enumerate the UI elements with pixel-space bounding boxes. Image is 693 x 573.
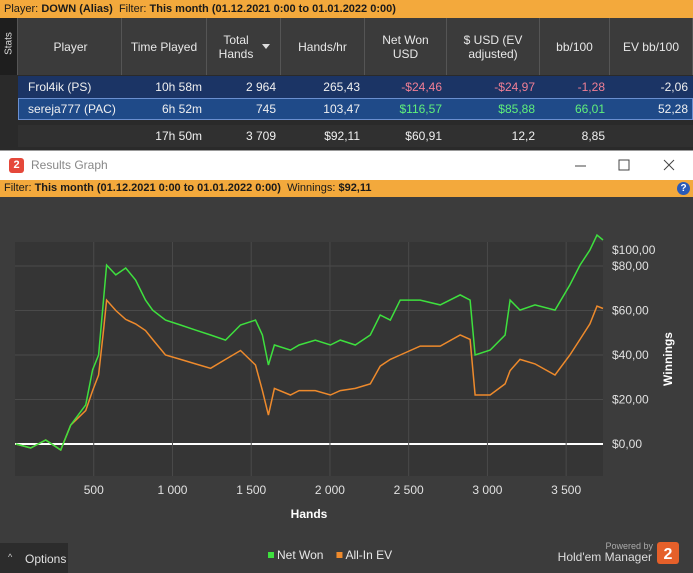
side-tab-label: Stats (3, 32, 15, 55)
x-axis-label: Hands (291, 507, 328, 521)
row[interactable] (18, 76, 693, 98)
column-header[interactable]: EV bb/100 (610, 18, 693, 75)
x-tick-label: 3 500 (551, 483, 581, 497)
stat-cell: 66,01 (574, 102, 605, 116)
series-line (15, 233, 604, 452)
total-row (18, 125, 693, 147)
options-button[interactable] (0, 543, 68, 573)
column-header[interactable]: Net Won USD (365, 18, 447, 75)
player-label: Player: (4, 3, 39, 15)
player: DOWN (Alias) (41, 3, 113, 15)
stat-cell: 10h 58m (155, 80, 202, 94)
total-cell: $60,91 (405, 129, 442, 143)
column-header[interactable]: $ USD (EV adjusted) (447, 18, 540, 75)
stat-cell: 103,47 (323, 102, 360, 116)
column-header[interactable]: Time Played (122, 18, 207, 75)
y-tick-label: $40,00 (612, 348, 649, 362)
stat-cell: -2,06 (660, 80, 688, 94)
sort-arrow (262, 44, 270, 49)
y-axis-label: Winnings (661, 332, 675, 386)
results-graph: ^ Options Powered by Hold'em Manager 2 $… (0, 197, 693, 573)
legend-swatch (336, 552, 343, 558)
total-cell: $92,11 (324, 129, 360, 143)
total-cell: 17h 50m (155, 129, 202, 143)
side-tab[interactable]: Stats (0, 18, 18, 75)
player-name: sereja777 (PAC) (28, 102, 116, 116)
stat-cell: $116,57 (399, 102, 443, 116)
close[interactable] (663, 159, 675, 171)
app-icon: 2 (9, 158, 24, 173)
graph-filter-bar: Filter: This month (01.12.2021 0:00 to 0… (0, 180, 693, 197)
options-label: Options (25, 552, 66, 566)
filter-label: Filter: (4, 182, 32, 194)
column-header[interactable]: Hands/hr (281, 18, 365, 75)
powered-by: Powered by (605, 541, 653, 551)
table-header (18, 18, 693, 75)
column-header[interactable]: Player (20, 18, 122, 75)
winnings-label: Winnings: (287, 182, 336, 194)
player-name: Frol4ik (PS) (28, 80, 92, 94)
window-title: Results Graph (31, 158, 108, 172)
stats-panel: Stats Player Time Played Total Hands Hands/… (0, 18, 693, 150)
legend-label: All-In EV (345, 548, 392, 562)
total-cell: 8,85 (581, 129, 605, 143)
stat-cell: 2 964 (245, 80, 276, 94)
stat-cell: 6h 52m (161, 102, 202, 116)
help-button[interactable]: ? (677, 182, 690, 195)
y-tick-label: $60,00 (612, 304, 649, 318)
filter: This month (01.12.2021 0:00 to 01.01.202… (34, 182, 281, 194)
stat-cell: 745 (255, 102, 276, 116)
y-tick-label: $20,00 (612, 392, 649, 406)
brand-logo-text: 2 (664, 546, 673, 563)
x-tick-label: 3 000 (472, 483, 502, 497)
window-controls (575, 159, 675, 171)
filter-label: Filter: (118, 3, 147, 15)
stat-cell: 265,43 (323, 80, 360, 94)
options-arrow: ^ (8, 552, 13, 562)
stat-cell: -1,28 (577, 80, 605, 94)
plot-area (15, 242, 603, 476)
brand-logo (657, 542, 679, 564)
stat-cell: 52,28 (657, 102, 688, 116)
y-tick-label: $100,00 (612, 243, 656, 257)
x-tick-label: 1 500 (236, 483, 266, 497)
winnings: $92,11 (338, 182, 372, 194)
series-line (15, 298, 604, 452)
column-header[interactable]: Total Hands (207, 18, 281, 75)
window-title-bar: 2 Results Graph (0, 150, 693, 180)
stat-cell: -$24,97 (494, 80, 535, 94)
top-bar: Player: DOWN (Alias) Filter: This month … (0, 0, 693, 18)
legend-swatch (268, 552, 274, 558)
maximize[interactable] (618, 159, 630, 171)
total-cell: 3 709 (245, 129, 276, 143)
y-tick-label: $80,00 (612, 259, 649, 273)
brand: Hold'em Manager (558, 550, 652, 564)
column-header[interactable]: bb/100 (540, 18, 610, 75)
x-tick-label: 500 (84, 483, 104, 497)
filter: This month (01.12.2021 0:00 to 01.01.202… (149, 3, 396, 15)
x-tick-label: 2 500 (394, 483, 424, 497)
stat-cell: $85,88 (498, 102, 535, 116)
y-tick-label: $0,00 (612, 437, 642, 451)
total-cell: 12,2 (511, 129, 535, 143)
x-tick-label: 1 000 (157, 483, 187, 497)
stat-cell: -$24,46 (401, 80, 442, 94)
legend-label: Net Won (277, 548, 323, 562)
x-tick-label: 2 000 (315, 483, 345, 497)
